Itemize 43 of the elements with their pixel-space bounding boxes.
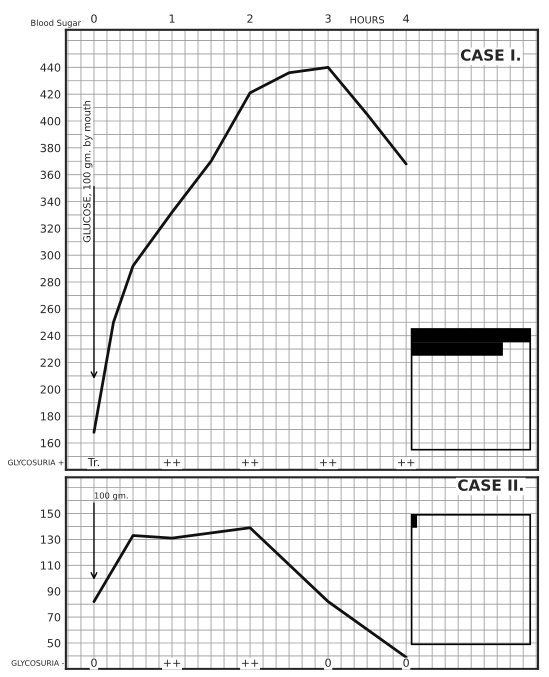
y-tick-label: 420 xyxy=(40,90,60,99)
y-tick-label: 150 xyxy=(41,510,60,518)
annotation: 0 xyxy=(325,658,331,667)
x-tick-label: 1 xyxy=(170,14,175,23)
y-tick-label: 300 xyxy=(40,251,60,260)
y-tick-label: 180 xyxy=(41,412,60,421)
line-series xyxy=(92,66,408,434)
y-tick-label: 50 xyxy=(48,638,60,648)
y-tick-label: 200 xyxy=(40,385,60,394)
annotation: ++ xyxy=(164,459,180,466)
y-tick-label: 280 xyxy=(40,278,60,286)
y-tick-label: 240 xyxy=(40,332,60,340)
y-tick-label: 220 xyxy=(40,358,60,367)
x-tick-label: 3 xyxy=(325,14,331,23)
annotation: ++ xyxy=(398,459,414,466)
annotation: GLUCOSE, 100 gm. by mouth xyxy=(83,101,92,242)
y-tick-label: 160 xyxy=(41,438,60,448)
annotation: ++ xyxy=(320,459,336,466)
y-tick-label: 90 xyxy=(48,587,60,596)
annotation: Tr. xyxy=(88,458,99,466)
annotation: 0 xyxy=(403,658,409,667)
y-tick-label: 380 xyxy=(40,144,60,152)
text: CASE I. xyxy=(460,49,520,61)
y-tick-label: 110 xyxy=(41,561,60,570)
y-tick-label: 260 xyxy=(40,304,60,314)
annotation: ++ xyxy=(242,660,258,667)
x-axis-title: HOURS xyxy=(350,16,384,24)
y-tick-label: 320 xyxy=(40,224,60,233)
annotation: ++ xyxy=(242,459,258,466)
chart-title: CASE II. xyxy=(458,479,523,491)
y-tick-label: 400 xyxy=(40,116,60,126)
y-tick-label: 340 xyxy=(40,197,60,206)
annotation: ++ xyxy=(164,660,180,667)
y-tick-label: 440 xyxy=(40,63,60,72)
x-tick-label: 0 xyxy=(91,14,97,23)
annotation: 100 gm. xyxy=(94,492,128,500)
x-tick-label: 4 xyxy=(403,14,410,23)
y-tick-label: 70 xyxy=(48,613,60,622)
y-tick-label: 360 xyxy=(40,170,60,180)
y-tick-label: 130 xyxy=(41,535,60,544)
annotation: 0 xyxy=(91,658,97,667)
y-axis-title: Blood Sugar xyxy=(31,20,82,28)
x-tick-label: 2 xyxy=(247,14,252,23)
